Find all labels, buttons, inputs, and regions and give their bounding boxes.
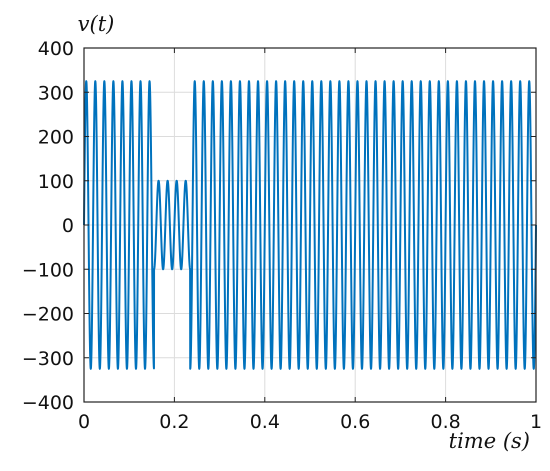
- y-axis-label: v(t): [78, 12, 115, 36]
- y-tick-label-3: −100: [22, 259, 74, 281]
- y-tick-label-1: −300: [22, 348, 74, 370]
- y-tick-label-0: −400: [22, 392, 74, 414]
- y-tick-label-4: 0: [62, 215, 74, 237]
- y-tick-label-7: 300: [38, 82, 74, 104]
- series-group: [83, 80, 537, 370]
- y-tick-label-2: −200: [22, 304, 74, 326]
- tick-marks: [83, 47, 537, 403]
- y-tick-label-6: 200: [38, 127, 74, 149]
- y-tick-label-8: 400: [38, 38, 74, 60]
- x-tick-labels: 0 0.2 0.4 0.6 0.8 1: [78, 411, 542, 433]
- voltage-series-line-0: [83, 80, 537, 370]
- y-tick-label-5: 100: [38, 171, 74, 193]
- x-tick-label-5: 1: [530, 411, 542, 433]
- x-tick-label-2: 0.4: [250, 411, 280, 433]
- x-tick-label-3: 0.6: [340, 411, 370, 433]
- x-axis-label: time (s): [449, 429, 530, 453]
- x-tick-label-4: 0.8: [430, 411, 460, 433]
- x-tick-label-0: 0: [78, 411, 90, 433]
- x-tick-label-1: 0.2: [159, 411, 189, 433]
- y-tick-labels: −400 −300 −200 −100 0 100 200 300 400: [22, 38, 74, 414]
